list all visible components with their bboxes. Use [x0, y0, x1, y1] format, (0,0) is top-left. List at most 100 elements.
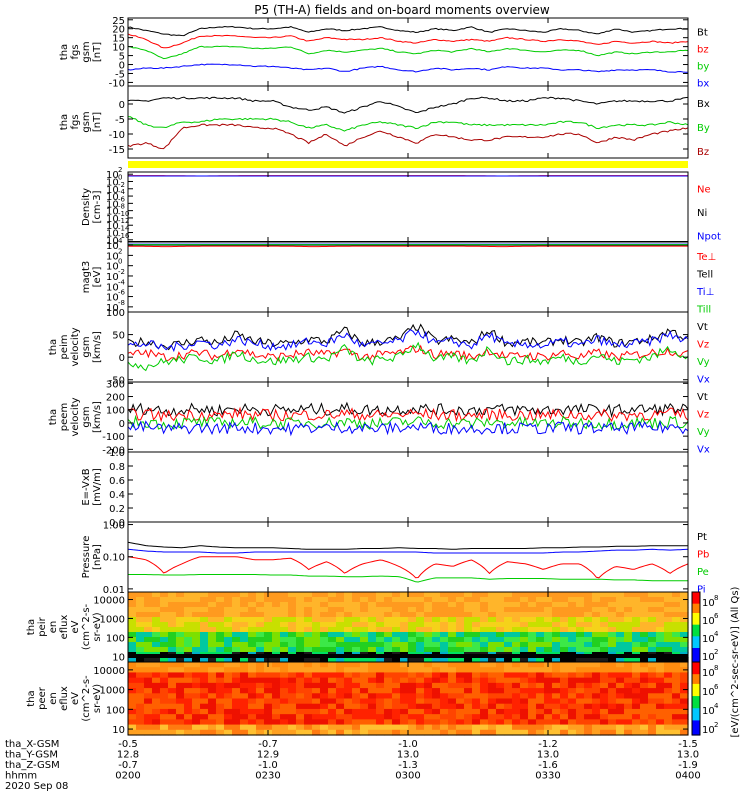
- heatmap-cell: [512, 622, 521, 628]
- heatmap-cell: [344, 667, 353, 674]
- heatmap-cell: [512, 642, 521, 648]
- heatmap-cell: [632, 592, 641, 598]
- heatmap-cell: [424, 642, 433, 648]
- heatmap-cell: [240, 703, 249, 710]
- heatmap-cell: [392, 607, 401, 613]
- heatmap-cell: [584, 592, 593, 598]
- heatmap-cell: [432, 724, 441, 731]
- heatmap-cell: [400, 627, 409, 633]
- x-row-value: -1.6: [538, 760, 558, 771]
- legend-Vz: Vz: [697, 409, 709, 420]
- heatmap-cell: [232, 612, 241, 618]
- heatmap-cell: [296, 667, 305, 674]
- heatmap-cell: [496, 672, 505, 679]
- heatmap-cell: [288, 602, 297, 608]
- heatmap-cell: [256, 693, 265, 700]
- heatmap-cell: [504, 617, 513, 623]
- heatmap-cell: [568, 724, 577, 731]
- series-Pi: [127, 548, 689, 554]
- heatmap-cell: [584, 612, 593, 618]
- heatmap-cell: [328, 637, 337, 643]
- heatmap-cell: [384, 724, 393, 731]
- colorbar-cell: [692, 603, 700, 607]
- legend-Ti⊥: Ti⊥: [696, 287, 714, 298]
- heatmap-cell: [472, 729, 481, 736]
- heatmap-cell: [616, 719, 625, 726]
- heatmap-cell: [408, 667, 417, 674]
- heatmap-cell: [600, 617, 609, 623]
- heatmap-cell: [256, 602, 265, 608]
- y-tick-label: 10000: [93, 666, 125, 677]
- heatmap-cell: [200, 602, 209, 608]
- heatmap-cell: [200, 662, 209, 668]
- colorbar-cell: [692, 631, 700, 635]
- heatmap-cell: [536, 677, 545, 684]
- heatmap-cell: [464, 724, 473, 731]
- heatmap-cell: [192, 622, 201, 628]
- heatmap-cell: [448, 602, 457, 608]
- colorbar-cell: [692, 659, 700, 663]
- heatmap-cell: [472, 642, 481, 648]
- heatmap-cell: [440, 617, 449, 623]
- x-row-label: tha_Z-GSM: [5, 760, 60, 771]
- heatmap-cell: [400, 612, 409, 618]
- heatmap-cell: [352, 677, 361, 684]
- heatmap-cell: [488, 708, 497, 715]
- heatmap-cell: [368, 714, 377, 720]
- heatmap-cell: [256, 662, 265, 668]
- heatmap-cell: [432, 714, 441, 720]
- heatmap-cell: [200, 729, 209, 736]
- heatmap-cell: [232, 667, 241, 674]
- heatmap-cell: [560, 698, 569, 705]
- heatmap-cell: [448, 622, 457, 628]
- heatmap-cell: [616, 647, 625, 653]
- x-row-value: -1.2: [538, 739, 558, 750]
- heatmap-cell: [168, 602, 177, 608]
- heatmap-cell: [168, 612, 177, 618]
- heatmap-cell: [192, 672, 201, 679]
- heatmap-cell: [352, 667, 361, 674]
- heatmap-cell: [160, 632, 169, 638]
- heatmap-cell: [144, 698, 153, 705]
- heatmap-cell: [464, 627, 473, 633]
- heatmap-cell: [288, 708, 297, 715]
- heatmap-cell: [680, 688, 689, 694]
- heatmap-cell: [256, 719, 265, 726]
- heatmap-cell: [152, 617, 161, 623]
- heatmap-cell: [664, 667, 673, 674]
- heatmap-cell: [584, 607, 593, 613]
- heatmap-cell: [496, 632, 505, 638]
- heatmap-cell: [656, 627, 665, 633]
- heatmap-cell: [216, 667, 225, 674]
- heatmap-cell: [208, 703, 217, 710]
- heatmap-cell: [520, 597, 529, 603]
- heatmap-cell: [672, 708, 681, 715]
- y-tick-label: 1.0: [109, 448, 125, 459]
- heatmap-cell: [672, 592, 681, 598]
- heatmap-cell: [264, 607, 273, 613]
- heatmap-cell: [408, 672, 417, 679]
- heatmap-cell: [376, 612, 385, 618]
- heatmap-cell: [608, 693, 617, 700]
- heatmap-cell: [384, 632, 393, 638]
- heatmap-cell: [152, 657, 161, 663]
- panel-ylabel: gsm: [81, 336, 92, 357]
- heatmap-cell: [512, 729, 521, 736]
- heatmap-cell: [568, 642, 577, 648]
- heatmap-cell: [392, 642, 401, 648]
- heatmap-cell: [472, 597, 481, 603]
- heatmap-cell: [632, 698, 641, 705]
- y-tick-label: 10000: [93, 596, 125, 607]
- colorbar-tick: 10: [702, 634, 715, 645]
- panel-ylabel: tha: [48, 409, 59, 425]
- heatmap-cell: [176, 602, 185, 608]
- heatmap-cell: [504, 657, 513, 663]
- legend-Npot: Npot: [697, 231, 721, 242]
- heatmap-cell: [384, 647, 393, 653]
- heatmap-cell: [472, 627, 481, 633]
- colorbar-tick-exp: 6: [714, 612, 719, 620]
- heatmap-cell: [600, 703, 609, 710]
- heatmap-cell: [464, 729, 473, 736]
- heatmap-cell: [376, 662, 385, 668]
- heatmap-cell: [544, 647, 553, 653]
